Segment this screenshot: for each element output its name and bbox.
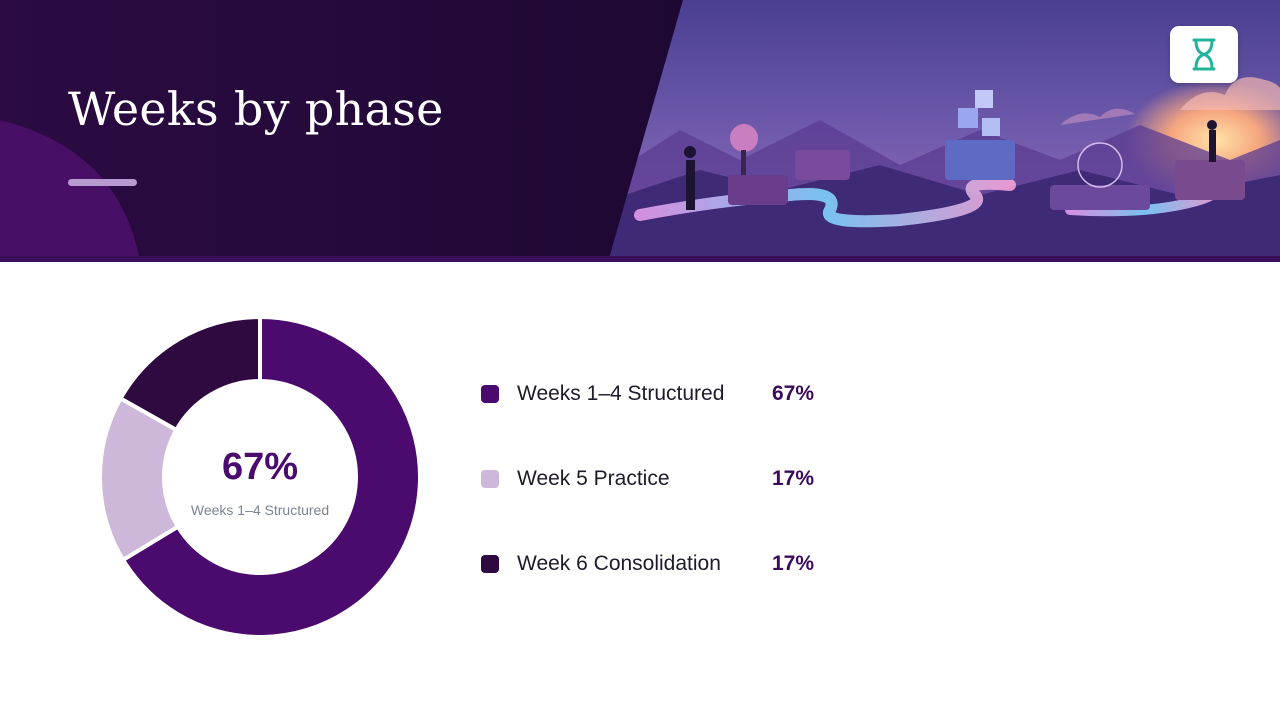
- legend-label: Week 5 Practice: [517, 467, 670, 490]
- title-underline: [68, 179, 137, 186]
- header-banner: Weeks by phase: [0, 0, 1280, 262]
- logo-badge: [1170, 26, 1238, 83]
- donut-center-value: 67%: [221, 446, 299, 488]
- slide-title: Weeks by phase: [68, 82, 444, 136]
- slice-week-6: [117, 314, 262, 433]
- legend-percent: 17%: [772, 467, 815, 490]
- legend-percent: 17%: [772, 552, 815, 575]
- donut-center-label: Weeks 1–4 Structured: [190, 502, 330, 518]
- legend-percent: 67%: [772, 382, 815, 405]
- legend-label: Weeks 1–4 Structured: [517, 382, 725, 405]
- header-divider: [0, 256, 1280, 262]
- slice-weeks-1-4: [120, 314, 422, 639]
- legend-swatch: [481, 385, 499, 403]
- header-illustration: [0, 0, 1280, 262]
- legend-swatch: [481, 470, 499, 488]
- donut-chart: [98, 314, 422, 639]
- legend-swatch: [481, 555, 499, 573]
- hourglass-icon: [1192, 38, 1216, 71]
- legend-label: Week 6 Consolidation: [517, 552, 721, 575]
